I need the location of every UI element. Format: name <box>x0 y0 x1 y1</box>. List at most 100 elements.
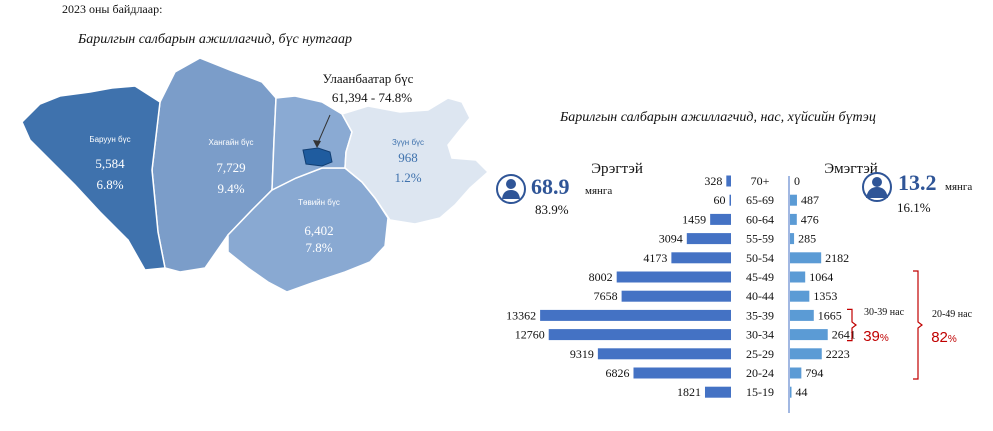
age-bracket-label: 30-39 нас <box>864 307 905 318</box>
female-bar <box>790 252 822 264</box>
region-pct-tuv: 7.8% <box>305 240 332 255</box>
male-bar <box>621 290 731 302</box>
region-count-baruun: 5,584 <box>95 156 125 171</box>
male-bar <box>548 329 731 341</box>
mongolia-map: Баруун бүс 5,584 6.8% Хангайн бүс 7,729 … <box>21 57 490 293</box>
female-value-label: 1353 <box>813 289 837 303</box>
female-share: 16.1% <box>897 200 931 215</box>
male-value-label: 3094 <box>659 232 683 246</box>
male-bar <box>671 252 731 264</box>
region-pct-khangai: 9.4% <box>217 181 244 196</box>
region-name-tuv: Төвийн бүс <box>298 198 340 207</box>
age-group-label: 20-24 <box>746 366 774 380</box>
male-value-label: 7658 <box>594 289 618 303</box>
age-group-label: 25-29 <box>746 347 774 361</box>
age-group-label: 55-59 <box>746 232 774 246</box>
region-count-tuv: 6,402 <box>304 223 333 238</box>
age-bracket <box>847 308 857 342</box>
male-bar <box>726 175 731 187</box>
male-share: 83.9% <box>535 202 569 217</box>
ulaanbaatar-marker <box>302 147 333 167</box>
male-bar <box>729 194 731 206</box>
pyramid-title: Барилгын салбарын ажиллагчид, нас, хүйси… <box>560 110 876 125</box>
map-title: Барилгын салбарын ажиллагчид, бүс нутгаа… <box>78 32 352 47</box>
heading: 2023 оны байдлаар: <box>62 2 163 16</box>
female-value-label: 487 <box>801 193 819 207</box>
age-group-label: 70+ <box>751 174 770 188</box>
male-bar <box>633 367 731 379</box>
age-group-label: 40-44 <box>746 289 774 303</box>
age-bracket <box>913 270 923 380</box>
male-value-label: 1459 <box>682 212 706 226</box>
ulaanbaatar-name: Улаанбаатар бүс <box>323 71 414 86</box>
female-bar <box>790 309 814 321</box>
age-bracket-label: 20-49 нас <box>932 309 973 320</box>
female-bar <box>790 386 792 398</box>
male-value-label: 4173 <box>643 251 667 265</box>
male-value-label: 9319 <box>570 347 594 361</box>
male-bar <box>704 386 731 398</box>
female-value-label: 476 <box>801 212 819 226</box>
region-name-baruun: Баруун бүс <box>89 135 130 144</box>
region-count-khangai: 7,729 <box>216 160 245 175</box>
female-bar <box>790 329 828 341</box>
age-group-label: 30-34 <box>746 328 774 342</box>
age-bracket-share: 39% <box>863 328 889 345</box>
age-group-label: 35-39 <box>746 308 774 322</box>
female-bar <box>790 348 822 360</box>
female-value-label: 1665 <box>818 308 842 322</box>
male-total-unit: мянга <box>585 185 612 197</box>
female-value-label: 2641 <box>832 328 856 342</box>
age-group-label: 60-64 <box>746 212 774 226</box>
female-value-label: 2182 <box>825 251 849 265</box>
female-icon <box>862 172 892 202</box>
female-value-label: 44 <box>796 385 808 399</box>
region-pct-zuun: 1.2% <box>394 170 421 185</box>
female-bar <box>790 213 797 225</box>
region-pct-baruun: 6.8% <box>96 177 123 192</box>
male-value-label: 13362 <box>506 308 536 322</box>
male-bar <box>686 233 731 245</box>
male-value-label: 328 <box>704 174 722 188</box>
female-total-unit: мянга <box>945 181 972 193</box>
female-value-label: 2223 <box>826 347 850 361</box>
population-pyramid: Эрэгтэй Эмэгтэй 68.9 мянга 83.9% 13.2 мя… <box>496 161 973 413</box>
female-value-label: 1064 <box>809 270 833 284</box>
age-brackets: 30-39 нас 39% 20-49 нас 82% <box>847 270 973 380</box>
female-value-label: 794 <box>805 366 823 380</box>
male-bar <box>540 309 731 321</box>
female-value-label: 285 <box>798 232 816 246</box>
male-value-label: 60 <box>714 193 726 207</box>
region-count-zuun: 968 <box>398 150 418 165</box>
legend-female: Эмэгтэй <box>824 161 878 177</box>
female-value-label: 0 <box>794 174 800 188</box>
female-bar <box>790 194 797 206</box>
male-total: 68.9 <box>531 174 570 199</box>
region-zuun <box>340 97 490 225</box>
ulaanbaatar-arrow-head <box>313 140 321 148</box>
age-bracket-share: 82% <box>931 329 957 346</box>
female-total: 13.2 <box>898 170 937 195</box>
female-bar <box>790 290 810 302</box>
pyramid-rows: 328 0 70+ 60 487 65-69 1459 476 60-64 3094 285 55-5… <box>506 174 856 399</box>
region-baruun <box>21 85 166 271</box>
legend-male: Эрэгтэй <box>591 161 643 177</box>
ulaanbaatar-value: 61,394 - 74.8% <box>332 90 412 105</box>
male-icon <box>496 174 526 204</box>
ulaanbaatar-arrow <box>316 114 331 146</box>
male-bar <box>597 348 731 360</box>
region-name-khangai: Хангайн бүс <box>208 138 253 147</box>
male-value-label: 8002 <box>589 270 613 284</box>
age-group-label: 15-19 <box>746 385 774 399</box>
age-group-label: 45-49 <box>746 270 774 284</box>
region-name-zuun: Зүүн бүс <box>392 138 424 147</box>
female-bar <box>790 271 806 283</box>
female-bar <box>790 367 802 379</box>
male-value-label: 12760 <box>515 328 545 342</box>
male-bar <box>616 271 731 283</box>
male-value-label: 1821 <box>677 385 701 399</box>
male-value-label: 6826 <box>605 366 629 380</box>
male-bar <box>710 213 731 225</box>
